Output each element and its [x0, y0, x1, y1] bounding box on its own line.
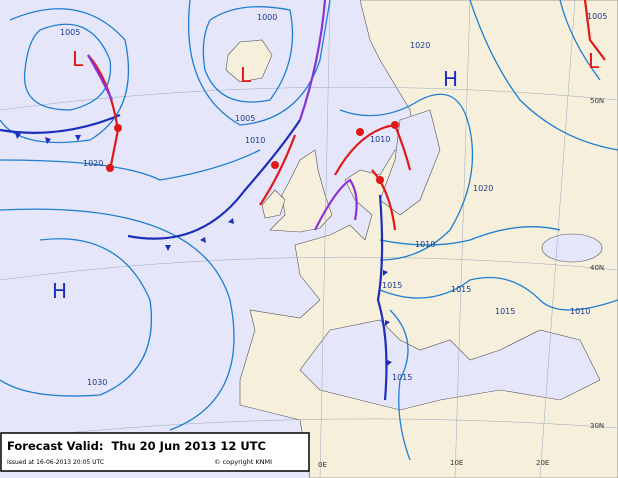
isobar-label: 1015	[451, 285, 471, 294]
isobar-label: 1005	[235, 114, 255, 123]
footer: Forecast Valid: Thu 20 Jun 2013 12 UTC I…	[0, 432, 310, 472]
isobar-label: 1015	[495, 307, 515, 316]
isobar-label: 1005	[60, 28, 80, 37]
isobar-label: 1005	[587, 12, 607, 21]
issued-at: Issued at 16-06-2013 20:05 UTC	[7, 459, 104, 466]
high-center: H	[52, 279, 67, 303]
grid-labels: 50N 40N 30N 0E 10E 20E	[318, 97, 604, 469]
latitude-label: 50N	[590, 97, 604, 105]
high-center: H	[443, 67, 458, 91]
isobar-label: 1010	[245, 136, 265, 145]
isobar-label: 1020	[83, 159, 103, 168]
isobar-label: 1015	[382, 281, 402, 290]
front-symbols	[15, 132, 392, 366]
isobar-label: 1020	[410, 41, 430, 50]
isobar-label: 1030	[87, 378, 107, 387]
longitude-label: 10E	[450, 459, 463, 467]
copyright: © copyright KNMI	[214, 458, 272, 466]
isobars	[0, 0, 618, 461]
isobar-label: 1020	[473, 184, 493, 193]
isobar-label: 1015	[392, 373, 412, 382]
isobar-label: 1010	[570, 307, 590, 316]
low-center: L	[588, 49, 600, 73]
latitude-label: 30N	[590, 422, 604, 430]
footer-box	[0, 432, 310, 472]
longitude-label: 20E	[536, 459, 549, 467]
inland-sea	[299, 109, 603, 411]
latitude-label: 40N	[590, 264, 604, 272]
isobar-labels: 1005 1000 1005 1010 1020 1030 1010 1020 …	[60, 12, 607, 387]
front-symbols	[106, 121, 399, 184]
low-center: L	[240, 63, 252, 87]
isobar-label: 1010	[370, 135, 390, 144]
pressure-centers: L L H H L	[52, 47, 600, 303]
forecast-valid: Forecast Valid: Thu 20 Jun 2013 12 UTC	[7, 439, 266, 453]
longitude-label: 0E	[318, 461, 327, 469]
low-center: L	[72, 47, 84, 71]
isobar-label: 1000	[257, 13, 277, 22]
isobar-label: 1010	[415, 240, 435, 249]
